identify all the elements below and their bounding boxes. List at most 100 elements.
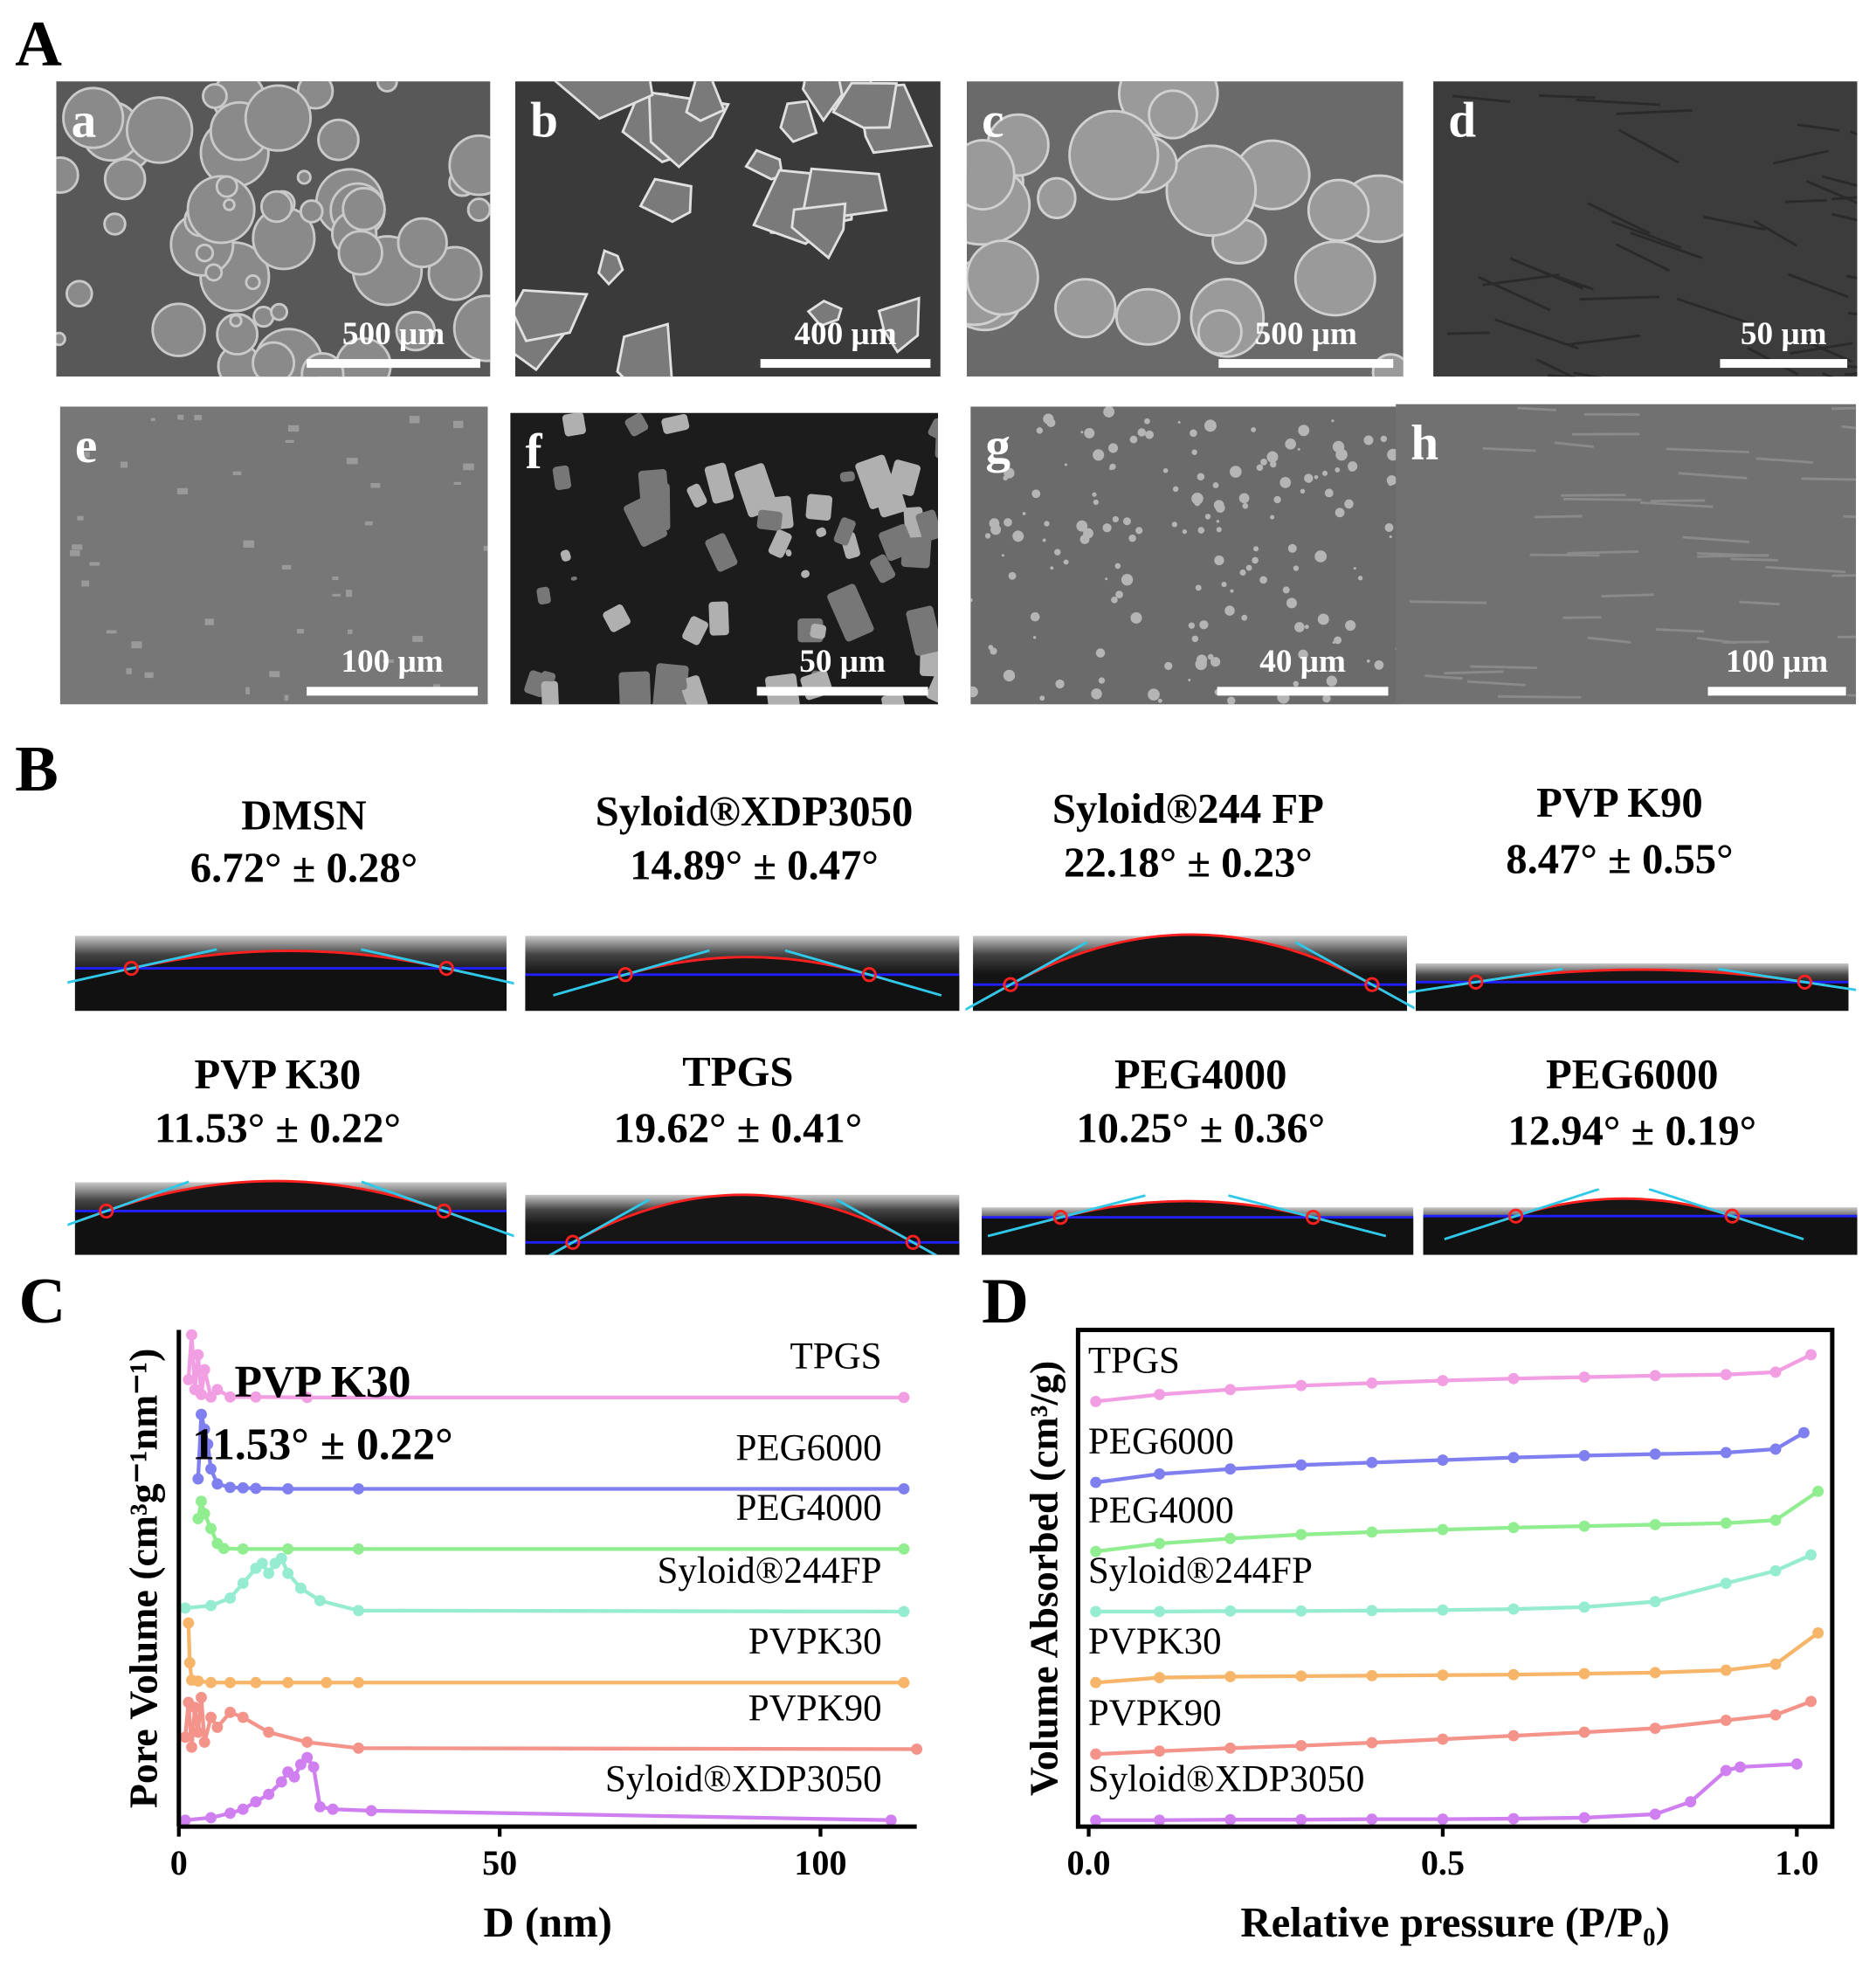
- data-point: [1366, 1737, 1378, 1749]
- data-point: [198, 1364, 210, 1376]
- particle: [928, 418, 938, 446]
- contact-point: [436, 1203, 452, 1219]
- texture: [1452, 94, 1511, 104]
- particle: [1004, 518, 1012, 527]
- particle: [466, 197, 491, 222]
- texture: [89, 562, 100, 566]
- data-point: [282, 1567, 294, 1579]
- texture: [131, 641, 142, 649]
- data-point: [250, 1482, 262, 1495]
- data-point: [1295, 1740, 1307, 1751]
- texture: [287, 425, 300, 432]
- series-line: [186, 1335, 904, 1401]
- data-point: [1812, 1485, 1824, 1497]
- particle: [56, 331, 66, 347]
- particle: [1003, 669, 1016, 682]
- texture: [177, 414, 184, 420]
- data-point: [179, 1731, 191, 1744]
- texture: [1554, 441, 1595, 448]
- texture: [1831, 196, 1858, 201]
- texture: [1535, 358, 1576, 377]
- data-point: [1720, 1578, 1732, 1589]
- data-point: [1295, 1379, 1307, 1391]
- data-point: [1295, 1813, 1307, 1826]
- texture: [297, 629, 305, 634]
- particle: [1054, 278, 1117, 339]
- data-point: [1790, 1758, 1803, 1770]
- data-point: [183, 1657, 196, 1668]
- texture: [1470, 665, 1537, 670]
- particle: [661, 414, 690, 434]
- data-point: [1090, 1545, 1102, 1557]
- particle: [1366, 659, 1370, 663]
- particle: [1253, 546, 1259, 552]
- data-point: [263, 1567, 275, 1579]
- data-point: [1437, 1733, 1449, 1745]
- texture: [1517, 406, 1556, 411]
- particle: [1157, 698, 1162, 703]
- substrate: [525, 1242, 960, 1255]
- particle: [1197, 473, 1205, 481]
- data-point: [1649, 1448, 1661, 1460]
- texture: [370, 483, 381, 488]
- data-point: [1507, 1813, 1520, 1825]
- sem-label: g: [985, 418, 1010, 473]
- data-point: [1769, 1564, 1782, 1577]
- droplet-image: [982, 1194, 1414, 1255]
- particle: [1122, 517, 1131, 526]
- data-point: [1720, 1664, 1732, 1676]
- texture: [1841, 425, 1857, 430]
- texture: [1639, 501, 1714, 508]
- data-point: [301, 1737, 314, 1748]
- particle: [827, 583, 874, 642]
- data-point: [192, 1675, 204, 1687]
- particle: [223, 198, 236, 211]
- data-point: [256, 1557, 268, 1570]
- data-point: [205, 1391, 217, 1403]
- sample-name: PEG6000: [1546, 1051, 1718, 1098]
- texture: [1567, 334, 1641, 346]
- particle: [1332, 440, 1345, 453]
- panel-label: A: [15, 8, 62, 79]
- particle: [785, 549, 792, 556]
- scale-bar-label: 40 μm: [1259, 644, 1346, 680]
- texture: [1697, 637, 1737, 645]
- particle: [1064, 463, 1067, 466]
- data-point: [1090, 1395, 1102, 1407]
- contact-point: [565, 1234, 581, 1250]
- series-label: Syloid®XDP3050: [605, 1759, 882, 1800]
- particle: [427, 245, 483, 301]
- scale-bar: [1707, 687, 1846, 696]
- particle: [215, 175, 238, 198]
- sample-name: Syloid®XDP3050: [596, 788, 914, 835]
- texture: [1601, 593, 1654, 598]
- particle: [1357, 576, 1363, 581]
- data-point: [1720, 1715, 1732, 1726]
- texture: [1666, 447, 1750, 454]
- data-point: [192, 1349, 204, 1361]
- particle: [984, 533, 991, 539]
- scale-bar-label: 50 μm: [799, 644, 886, 680]
- particle: [1321, 470, 1328, 476]
- particle: [259, 190, 293, 224]
- texture: [1730, 557, 1779, 562]
- particle: [1252, 556, 1259, 564]
- data-point: [321, 1676, 333, 1688]
- contact-point: [1797, 974, 1812, 990]
- data-point: [1578, 1449, 1590, 1461]
- particle: [1317, 613, 1329, 625]
- particle: [643, 483, 671, 531]
- particle: [570, 576, 577, 581]
- particle: [603, 604, 631, 632]
- data-point: [1578, 1726, 1590, 1738]
- texture: [204, 618, 214, 625]
- particle: [1239, 569, 1246, 576]
- texture: [1446, 331, 1490, 335]
- texture: [1821, 175, 1858, 187]
- data-point: [198, 1508, 210, 1520]
- scale-bar: [1218, 359, 1394, 369]
- data-point: [1224, 1605, 1237, 1617]
- texture: [1802, 338, 1853, 363]
- data-point: [1154, 1814, 1166, 1826]
- x-tick-label: 0.5: [1421, 1843, 1465, 1882]
